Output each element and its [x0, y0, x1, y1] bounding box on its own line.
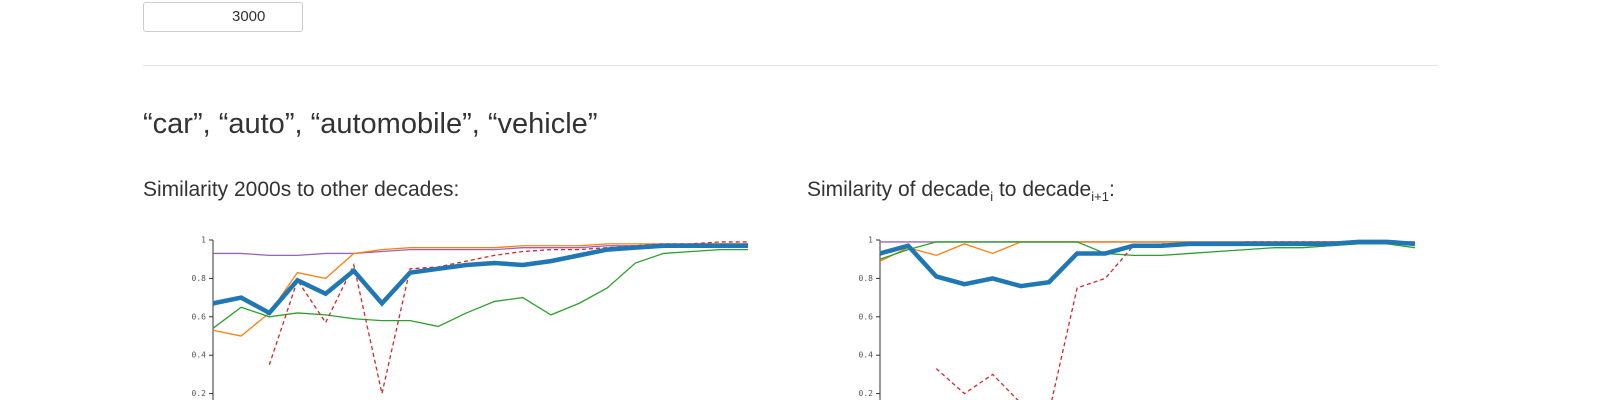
title-text: : [1108, 178, 1115, 201]
y-tick-label: 0.2 [859, 389, 874, 398]
series-line [935, 241, 1416, 400]
y-tick-label: 0.2 [192, 389, 207, 398]
y-tick-label: 0.4 [859, 351, 874, 360]
chart-title: Similarity of decadei to decadei+1: [807, 178, 1115, 204]
y-tick-label: 1 [868, 236, 873, 245]
chart-title: Similarity 2000s to other decades: [143, 178, 459, 202]
heading: “car”, “auto”, “automobile”, “vehicle” [143, 108, 598, 140]
y-tick-label: 0.6 [192, 312, 207, 321]
y-tick-label: 0.4 [192, 351, 207, 360]
y-tick-label: 0.6 [859, 312, 874, 321]
title-subscript: i+1 [1091, 189, 1109, 205]
series-line [879, 239, 1416, 289]
title-text: Similarity 2000s to other decades: [143, 178, 460, 201]
number-input[interactable]: 3000 [143, 2, 303, 32]
y-tick-label: 0.8 [192, 274, 207, 283]
title-text: to decade [993, 178, 1092, 201]
y-tick-label: 1 [201, 236, 206, 245]
series-line [212, 243, 748, 316]
y-tick-label: 0.8 [859, 274, 874, 283]
divider [143, 65, 1438, 66]
series-line [212, 248, 748, 329]
title-subscript: i [990, 189, 994, 205]
title-text: Similarity of decade [807, 178, 991, 201]
